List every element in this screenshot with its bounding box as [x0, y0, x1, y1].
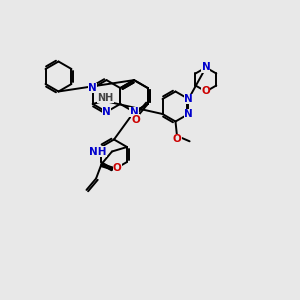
Text: O: O [113, 163, 122, 173]
Text: N: N [102, 107, 111, 117]
Text: N: N [202, 62, 210, 73]
Text: NH: NH [97, 93, 113, 103]
Text: O: O [202, 86, 210, 97]
Text: N: N [88, 83, 97, 93]
Text: O: O [172, 134, 182, 145]
Text: NH: NH [89, 146, 106, 157]
Text: N: N [130, 107, 138, 117]
Text: N: N [184, 94, 193, 104]
Text: N: N [184, 109, 193, 119]
Text: O: O [131, 115, 140, 124]
